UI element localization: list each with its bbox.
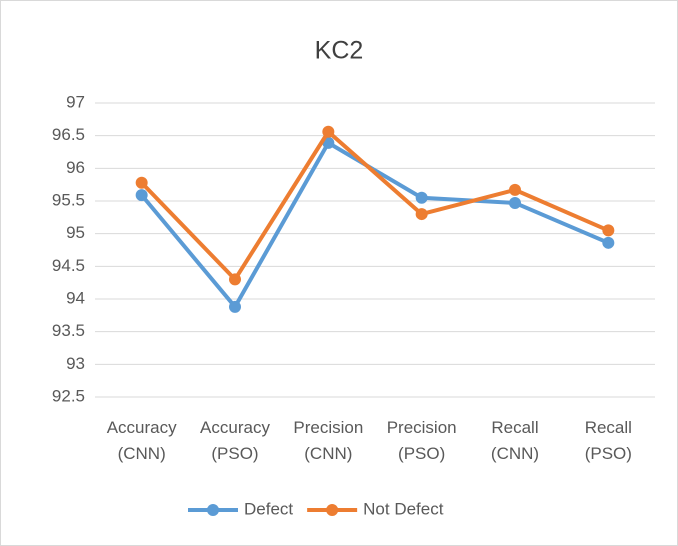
y-tick-label: 95.5: [52, 190, 85, 209]
data-point: [135, 189, 148, 202]
chart-title: KC2: [315, 37, 364, 65]
y-tick-label: 93.5: [52, 321, 85, 340]
x-tick-label: Accuracy (PSO): [200, 418, 270, 463]
y-tick-label: 92.5: [52, 386, 85, 405]
y-tick-label: 96: [66, 158, 85, 177]
data-point: [509, 183, 521, 196]
legend-marker: [207, 504, 219, 516]
x-tick-label: Precision (PSO): [387, 418, 457, 463]
x-tick-label: Recall (PSO): [585, 418, 632, 463]
legend-marker: [326, 504, 339, 516]
data-point: [135, 176, 148, 189]
data-point: [415, 208, 428, 221]
legend-label: Not Defect: [363, 499, 444, 518]
y-tick-label: 94: [66, 288, 85, 307]
y-tick-label: 94.5: [52, 256, 85, 275]
x-tick-label: Recall (CNN): [491, 418, 539, 463]
y-tick-label: 95: [66, 223, 85, 242]
series-line: [140, 129, 610, 282]
x-tick-label: Accuracy (CNN): [107, 418, 177, 463]
data-point: [322, 125, 335, 138]
y-tick-label: 96.5: [52, 125, 85, 144]
x-tick-label: Precision (CNN): [293, 418, 363, 463]
legend-label: Defect: [244, 499, 293, 518]
data-point: [509, 196, 521, 209]
y-tick-label: 97: [66, 92, 85, 111]
data-point: [229, 273, 241, 286]
data-point: [415, 191, 428, 204]
y-tick-label: 93: [66, 354, 85, 373]
data-point: [602, 224, 615, 237]
data-point: [602, 236, 615, 249]
data-point: [229, 300, 241, 313]
